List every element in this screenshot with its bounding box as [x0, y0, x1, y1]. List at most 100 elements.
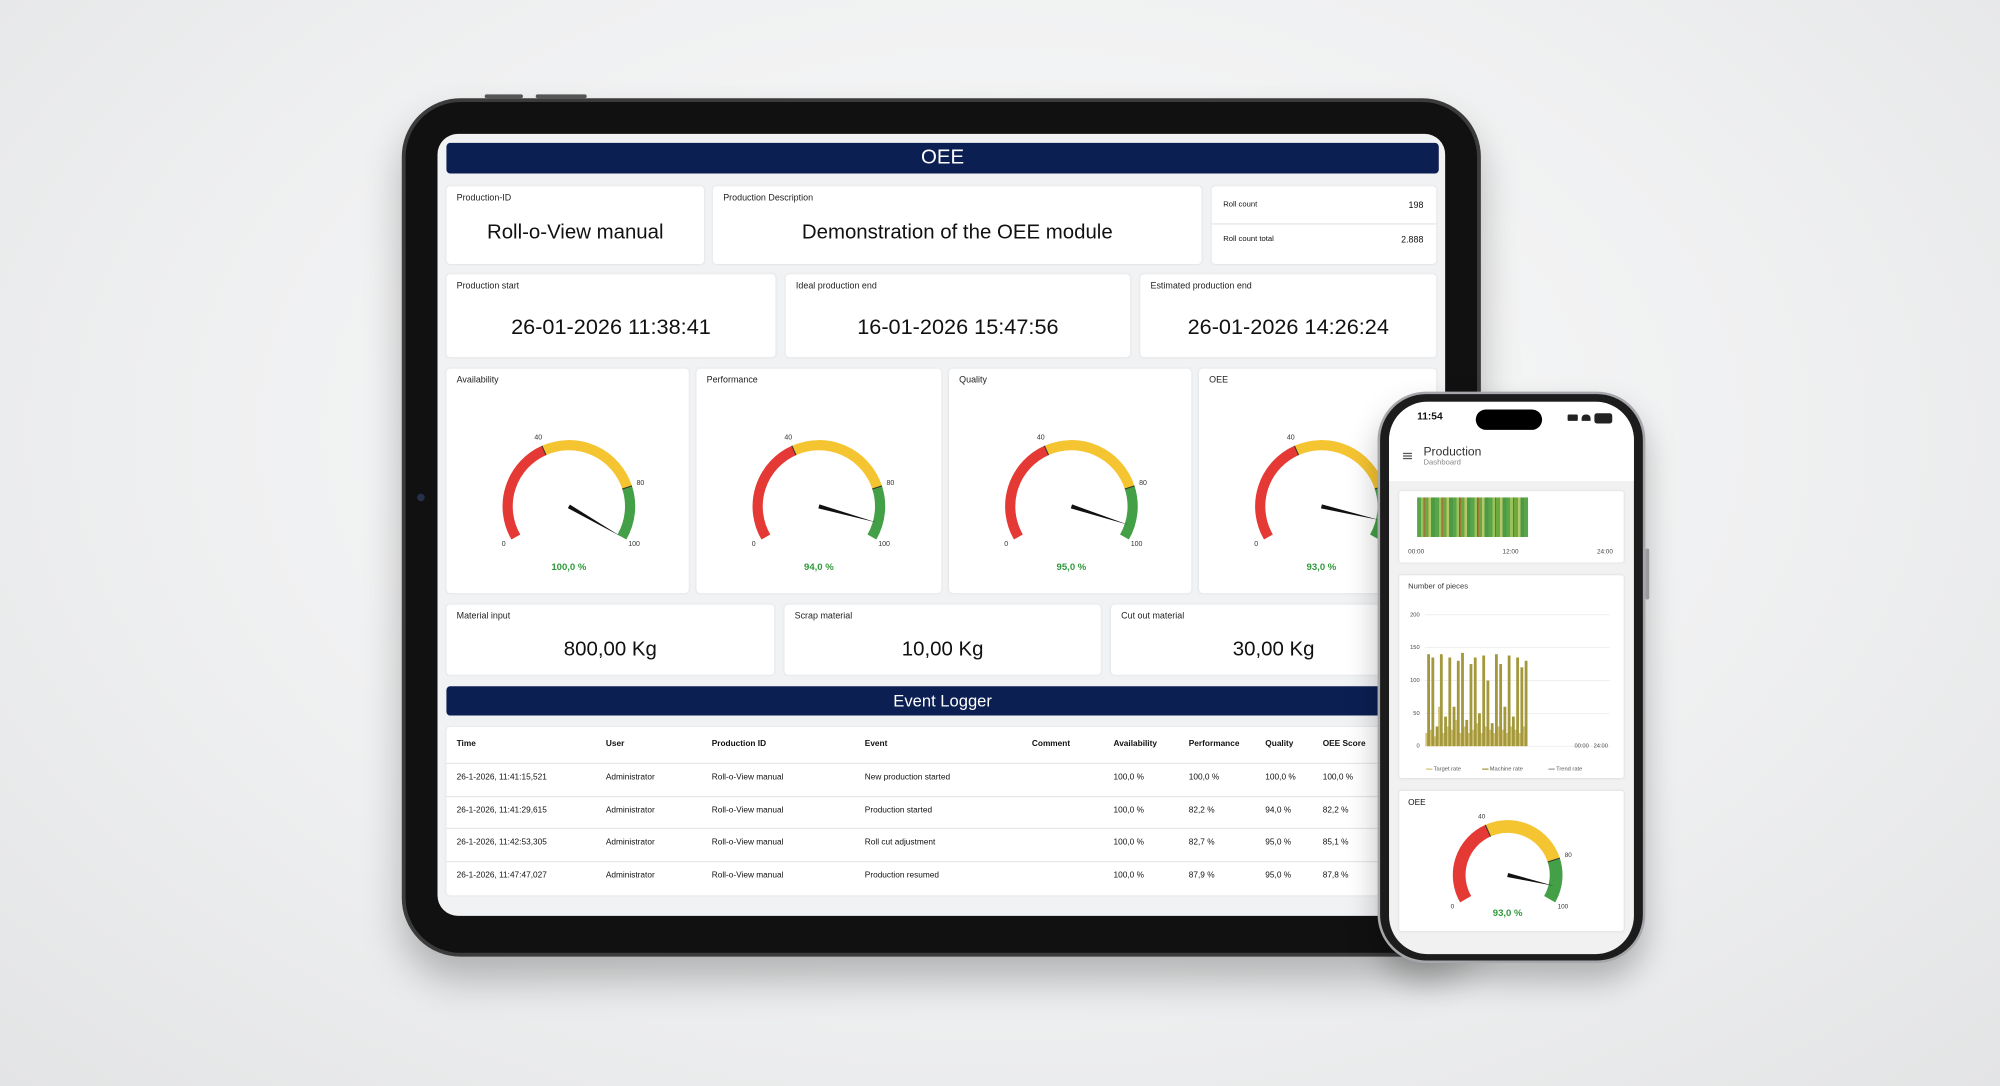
gauge-zone: [752, 445, 797, 540]
table-cell: 95,0 %: [1265, 870, 1292, 880]
y-tick-label: 100: [1410, 678, 1420, 684]
gauge-card: Performance 0 40 80 100 94,0 %: [696, 368, 942, 594]
table-cell: 26-1-2026, 11:41:29,615: [456, 805, 547, 815]
column-header: Event: [864, 739, 888, 749]
bar: [1493, 733, 1497, 747]
bar: [1433, 736, 1437, 747]
legend-label: Target rate: [1434, 767, 1461, 773]
card-label: Performance: [706, 376, 758, 386]
column-header: User: [605, 739, 625, 749]
header-bar: OEE: [446, 142, 1439, 174]
legend-label: Machine rate: [1490, 767, 1523, 773]
card-value: 800,00 Kg: [563, 639, 657, 661]
bar: [1480, 733, 1484, 747]
bar: [1472, 729, 1475, 747]
card-value: 26-01-2026 11:38:41: [511, 315, 711, 340]
bar: [1495, 654, 1498, 747]
bar: [1482, 655, 1486, 747]
bar: [1459, 733, 1463, 747]
gauge-tick-label: 100: [628, 541, 640, 548]
row-separator: [446, 827, 1439, 830]
gauge-tick-label: 80: [887, 480, 895, 487]
gauge-tick-label: 100: [1558, 904, 1569, 911]
bar: [1442, 733, 1446, 747]
x-tick-label: 00:00: [1574, 744, 1588, 750]
gauge: 0 40 80 100 94,0 %: [752, 434, 895, 573]
bar: [1516, 657, 1520, 747]
card-value: 30,00 Kg: [1232, 639, 1315, 661]
card-label: OEE: [1209, 376, 1229, 386]
gauge-needle: [1070, 504, 1129, 525]
menu-icon: [1403, 452, 1412, 455]
gauge: 0 40 80 100 93,0 %: [1451, 813, 1573, 918]
table-cell: 82,7 %: [1188, 838, 1215, 847]
card-value: 10,00 Kg: [901, 639, 984, 661]
gauge: 0 40 80 100 95,0 %: [1004, 434, 1147, 573]
card-value: 198: [1408, 201, 1424, 211]
table-cell: 100,0 %: [1188, 772, 1220, 782]
card-value: Demonstration of the OEE module: [801, 221, 1113, 244]
card-label: Ideal production end: [795, 281, 877, 291]
timeline-label: 00:00: [1408, 548, 1425, 557]
separator: [1211, 223, 1437, 225]
x-tick-label: 24:00: [1594, 744, 1608, 750]
gauge-tick: [1547, 857, 1560, 863]
card-value: 26-01-2026 14:26:24: [1187, 315, 1389, 340]
material-card: Material input 800,00 Kg: [446, 604, 775, 675]
gauge-value: 100,0 %: [551, 562, 587, 573]
event-table: Time User Production ID Event Comment Availab…: [446, 727, 1439, 896]
tablet-camera: [417, 493, 425, 502]
table-cell: Roll-o-View manual: [711, 772, 784, 782]
phone-title: Production: [1423, 445, 1482, 460]
bar: [1490, 723, 1494, 747]
time-card: Ideal production end 16-01-2026 15:47:56: [785, 274, 1131, 358]
gauge-zone: [1255, 445, 1299, 540]
bar: [1455, 719, 1458, 747]
bar: [1524, 660, 1528, 747]
bar: [1510, 726, 1513, 747]
table-cell: 100,0 %: [1113, 805, 1144, 815]
table-cell: 82,2 %: [1188, 805, 1215, 815]
timeline-label: 12:00: [1502, 548, 1519, 557]
info-card: Production-ID Roll-o-View manual: [446, 186, 705, 265]
gauge-tick-label: 100: [1131, 541, 1143, 548]
time-card: Estimated production end 26-01-2026 14:2…: [1140, 274, 1437, 358]
bar: [1446, 726, 1450, 747]
gauge-tick: [791, 445, 797, 456]
gauge-tick-label: 80: [1565, 852, 1573, 859]
column-header: Comment: [1031, 739, 1071, 749]
info-card: Production Description Demonstration of …: [713, 186, 1202, 265]
status-time: 11:54: [1417, 410, 1443, 423]
gauge-tick: [1043, 445, 1050, 456]
card-label: OEE: [1408, 798, 1426, 808]
row-separator: [446, 795, 1439, 797]
bar: [1505, 733, 1509, 747]
bar: [1444, 716, 1447, 747]
gauge-tick-label: 0: [1254, 541, 1258, 548]
bar-chart: Number of pieces 0 50 100 150 200 00:00 24:00 Ta…: [1408, 582, 1610, 773]
bar: [1463, 726, 1467, 747]
table-cell: 100,0 %: [1113, 838, 1144, 847]
gauge-zone: [1452, 824, 1491, 903]
gauge-tick-label: 40: [784, 434, 792, 441]
bar: [1501, 729, 1505, 747]
card-label: Quality: [959, 376, 987, 386]
table-cell: 94,0 %: [1265, 805, 1292, 815]
gauge-zone: [1119, 485, 1138, 540]
table-cell: 87,9 %: [1188, 870, 1215, 880]
table-cell: Administrator: [605, 870, 655, 880]
chart-card: Number of pieces 0 50 100 150 200 00:00 24:00 Ta…: [1399, 575, 1624, 779]
gauge-value: 94,0 %: [804, 562, 834, 573]
column-header: Performance: [1188, 739, 1240, 749]
bar: [1520, 667, 1524, 747]
gauge-zone: [1294, 440, 1385, 490]
card-label: Scrap material: [794, 612, 853, 622]
time-card: Production start 26-01-2026 11:38:41: [446, 274, 776, 358]
table-cell: 87,8 %: [1322, 870, 1349, 880]
bar: [1439, 654, 1443, 747]
table-cell: Production resumed: [864, 870, 939, 880]
bar: [1511, 716, 1515, 747]
bar: [1473, 657, 1477, 747]
